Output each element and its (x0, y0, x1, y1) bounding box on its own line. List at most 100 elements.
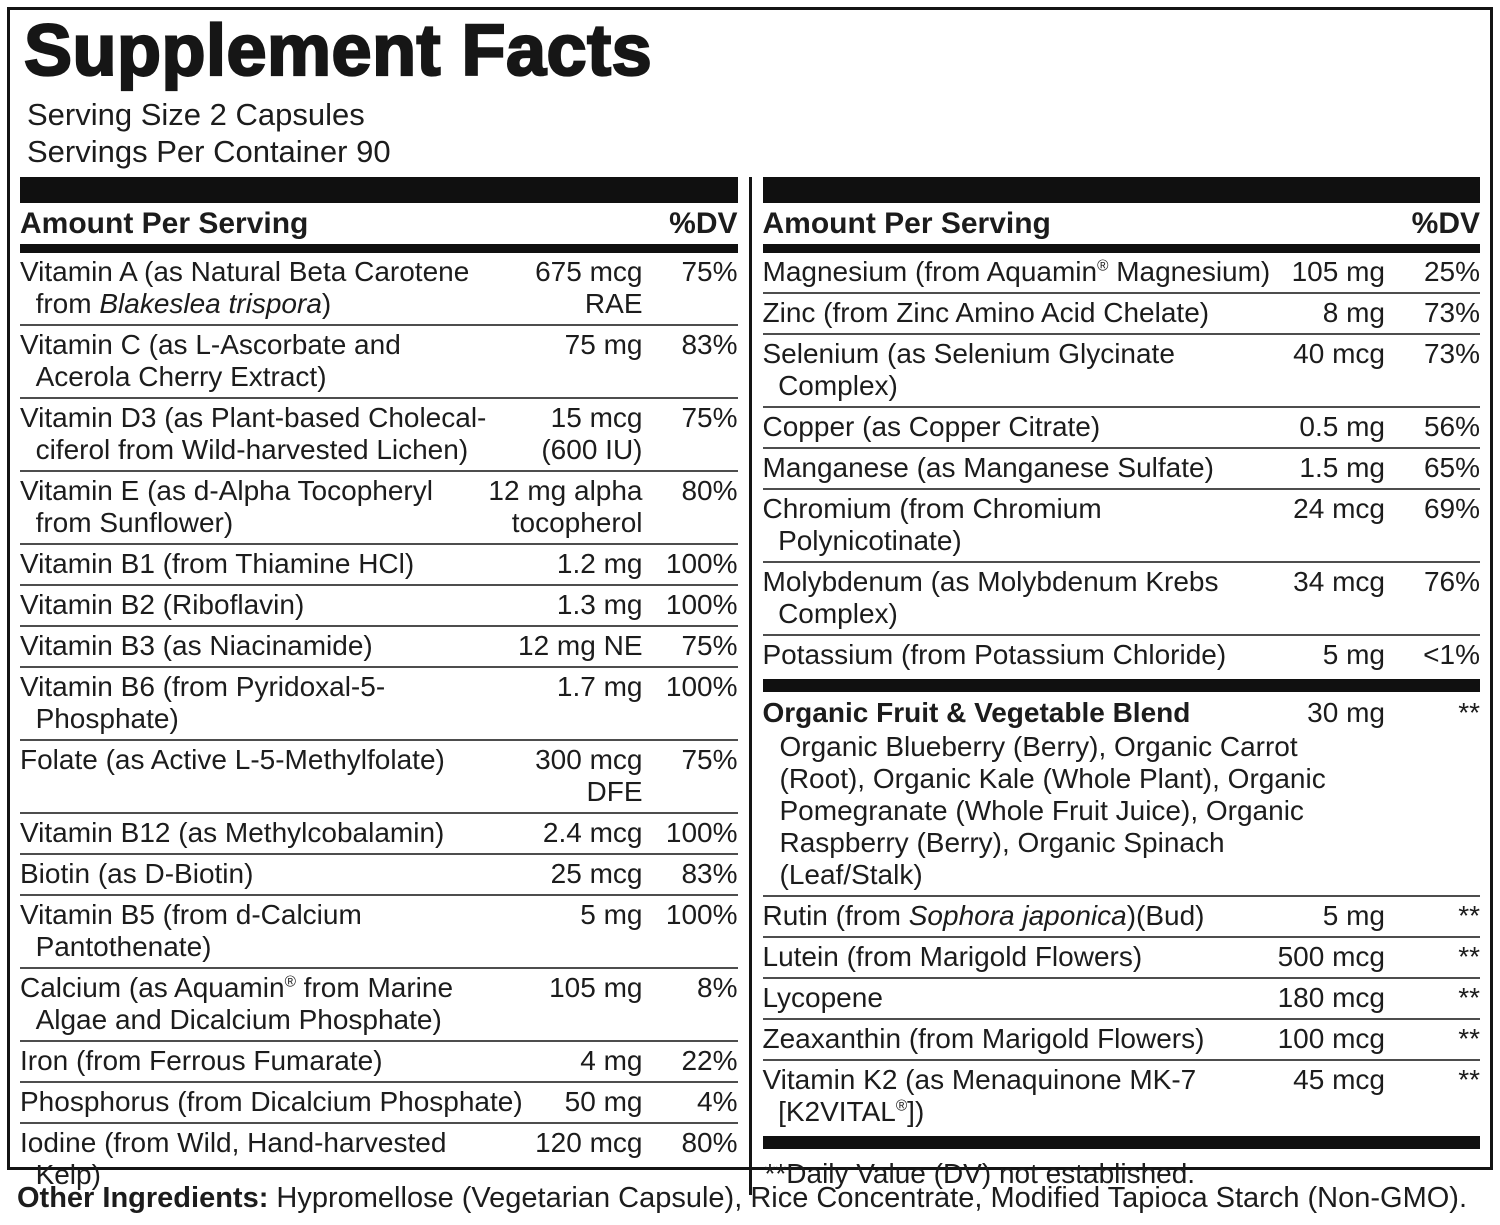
nutrient-name: Lycopene (762, 982, 883, 1013)
nutrient-name: Vitamin A (as Natural Beta Carotene from… (20, 256, 470, 319)
table-row-cells: Zinc (from Zinc Amino Acid Chelate) 8 mg… (763, 297, 1481, 329)
nutrient-name: Copper (as Copper Citrate) (762, 411, 1101, 442)
nutrient-amount: 12 mg NE (518, 630, 643, 661)
nutrient-daily-value: 80% (681, 1127, 738, 1158)
table-row-cells: Biotin (as D-Biotin) 25 mcg 83% (20, 858, 738, 890)
nutrient-amount: 300 mcg DFE (535, 744, 643, 807)
table-row: Vitamin B3 (as Niacinamide) 12 mg NE 75% (20, 625, 738, 666)
nutrient-name: Molybdenum (as Molybdenum Krebs Complex) (762, 566, 1219, 629)
table-row-cells: Iron (from Ferrous Fumarate) 4 mg 22% (20, 1045, 738, 1077)
nutrient-amount: 1.2 mg (556, 548, 643, 579)
table-row-cells: Organic Fruit & Vegetable Blend 30 mg ** (763, 697, 1481, 729)
table-row: Iodine (from Wild, Hand-harvested Kelp) … (20, 1122, 738, 1195)
nutrient-name: Selenium (as Selenium Glycinate Complex) (762, 338, 1175, 401)
column-header: Amount Per Serving %DV (763, 203, 1481, 244)
table-row: Vitamin D3 (as Plant-based Cholecal- cif… (20, 397, 738, 470)
facts-columns: Amount Per Serving %DV Vitamin A (as Nat… (20, 177, 1480, 1195)
nutrient-name: Vitamin B12 (as Methylcobalamin) (20, 817, 445, 848)
nutrient-amount: 5 mg (1322, 900, 1385, 931)
amount-per-serving-header: Amount Per Serving (20, 207, 309, 240)
table-row: Zeaxanthin (from Marigold Flowers) 100 m… (762, 1018, 1481, 1059)
table-row: Copper (as Copper Citrate) 0.5 mg 56% (762, 406, 1481, 447)
nutrient-amount: 12 mg alpha tocopherol (488, 475, 643, 538)
table-row-cells: Chromium (from Chromium Polynicotinate) … (763, 493, 1481, 557)
nutrient-amount: 4 mg (580, 1045, 643, 1076)
nutrient-amount: 1.7 mg (556, 671, 643, 702)
nutrient-daily-value: ** (1458, 941, 1480, 972)
nutrient-name: Zeaxanthin (from Marigold Flowers) (762, 1023, 1205, 1054)
table-row: Biotin (as D-Biotin) 25 mcg 83% (20, 853, 738, 894)
nutrient-daily-value: 73% (1423, 297, 1480, 328)
table-row: Vitamin B6 (from Pyridoxal-5- Phosphate)… (20, 666, 738, 739)
nutrient-daily-value: 76% (1423, 566, 1480, 597)
table-row-cells: Copper (as Copper Citrate) 0.5 mg 56% (763, 411, 1481, 443)
nutrient-daily-value: 83% (681, 858, 738, 889)
nutrient-amount: 30 mg (1307, 697, 1385, 728)
table-row-cells: Vitamin B12 (as Methylcobalamin) 2.4 mcg… (20, 817, 738, 849)
nutrient-daily-value: 65% (1423, 452, 1480, 483)
nutrient-daily-value: <1% (1423, 639, 1480, 670)
nutrient-name: Magnesium (from Aquamin® Magnesium) (762, 256, 1271, 287)
nutrient-daily-value: 69% (1423, 493, 1480, 524)
table-row-cells: Vitamin E (as d-Alpha Tocopheryl from Su… (20, 475, 738, 539)
nutrient-amount: 0.5 mg (1299, 411, 1385, 442)
table-row-cells: Vitamin B3 (as Niacinamide) 12 mg NE 75% (20, 630, 738, 662)
table-row-cells: Manganese (as Manganese Sulfate) 1.5 mg … (763, 452, 1481, 484)
header-underline-bar (20, 244, 738, 253)
table-row: Lutein (from Marigold Flowers) 500 mcg *… (762, 936, 1480, 977)
table-row-cells: Vitamin C (as L-Ascorbate and Acerola Ch… (20, 329, 738, 393)
other-ingredients-label: Other Ingredients: (17, 1182, 269, 1214)
table-row: Manganese (as Manganese Sulfate) 1.5 mg … (762, 447, 1481, 488)
nutrient-name: Organic Fruit & Vegetable Blend (762, 697, 1191, 728)
table-row: Lycopene 180 mcg ** (762, 977, 1480, 1018)
table-row: Iron (from Ferrous Fumarate) 4 mg 22% (20, 1040, 738, 1081)
table-row: Chromium (from Chromium Polynicotinate) … (762, 488, 1481, 561)
nutrient-amount: 120 mcg (535, 1127, 643, 1158)
left-column: Amount Per Serving %DV Vitamin A (as Nat… (20, 177, 738, 1195)
table-row: Zinc (from Zinc Amino Acid Chelate) 8 mg… (762, 292, 1481, 333)
table-row: Magnesium (from Aquamin® Magnesium) 105 … (763, 253, 1481, 292)
nutrient-daily-value: 80% (681, 475, 738, 506)
table-row-cells: Vitamin B5 (from d-Calcium Pantothenate)… (20, 899, 738, 963)
table-row: Organic Fruit & Vegetable Blend 30 mg **… (763, 694, 1481, 895)
nutrient-amount: 45 mcg (1293, 1064, 1385, 1095)
table-row-cells: Calcium (as Aquamin® from Marine Algae a… (20, 972, 738, 1036)
nutrient-name: Iron (from Ferrous Fumarate) (20, 1045, 383, 1076)
nutrient-daily-value: ** (1458, 982, 1480, 1013)
table-row: Calcium (as Aquamin® from Marine Algae a… (20, 967, 738, 1040)
page-title: Supplement Facts (23, 11, 653, 91)
nutrient-name: Calcium (as Aquamin® from Marine Algae a… (20, 972, 454, 1035)
nutrient-daily-value: ** (1458, 1023, 1480, 1054)
table-row-cells: Zeaxanthin (from Marigold Flowers) 100 m… (763, 1023, 1481, 1055)
nutrient-daily-value: 100% (665, 548, 738, 579)
nutrient-daily-value: 100% (665, 589, 738, 620)
table-row-cells: Rutin (from Sophora japonica)(Bud) 5 mg … (763, 900, 1481, 932)
nutrient-name: Biotin (as D-Biotin) (20, 858, 254, 889)
nutrient-name: Vitamin E (as d-Alpha Tocopheryl from Su… (20, 475, 433, 538)
header-underline-bar (762, 244, 1480, 253)
table-row-cells: Vitamin B1 (from Thiamine HCl) 1.2 mg 10… (20, 548, 738, 580)
nutrient-amount: 180 mcg (1277, 982, 1385, 1013)
nutrient-amount: 675 mcg RAE (535, 256, 643, 319)
nutrient-daily-value: 8% (697, 972, 738, 1003)
nutrient-daily-value: ** (1458, 1064, 1480, 1095)
table-row: Vitamin E (as d-Alpha Tocopheryl from Su… (20, 470, 738, 543)
other-ingredients: Other Ingredients: Hypromellose (Vegetar… (17, 1180, 1488, 1216)
minerals-rows: Magnesium (from Aquamin® Magnesium) 105 … (762, 253, 1481, 675)
nutrient-name: Vitamin K2 (as Menaquinone MK-7 [K2VITAL… (762, 1064, 1197, 1127)
nutrient-amount: 24 mcg (1293, 493, 1385, 524)
blend-ingredient-list: Organic Blueberry (Berry), Organic Carro… (779, 731, 1326, 890)
table-row-cells: Vitamin B6 (from Pyridoxal-5- Phosphate)… (20, 671, 738, 735)
servings-per-container: Servings Per Container 90 (27, 134, 391, 169)
table-row-cells: Vitamin A (as Natural Beta Carotene from… (20, 256, 738, 320)
nutrient-amount: 100 mcg (1277, 1023, 1385, 1054)
nutrient-daily-value: 75% (681, 402, 738, 433)
nutrient-daily-value: 22% (681, 1045, 738, 1076)
nutrient-amount: 34 mcg (1293, 566, 1385, 597)
supplement-facts-panel: Supplement Facts Serving Size 2 Capsules… (7, 7, 1493, 1195)
nutrient-amount: 5 mg (580, 899, 643, 930)
table-row-cells: Folate (as Active L-5-Methylfolate) 300 … (20, 744, 738, 808)
table-row: Selenium (as Selenium Glycinate Complex)… (762, 333, 1480, 406)
section-divider-bar (762, 1136, 1480, 1149)
nutrient-name: Chromium (from Chromium Polynicotinate) (762, 493, 1102, 556)
